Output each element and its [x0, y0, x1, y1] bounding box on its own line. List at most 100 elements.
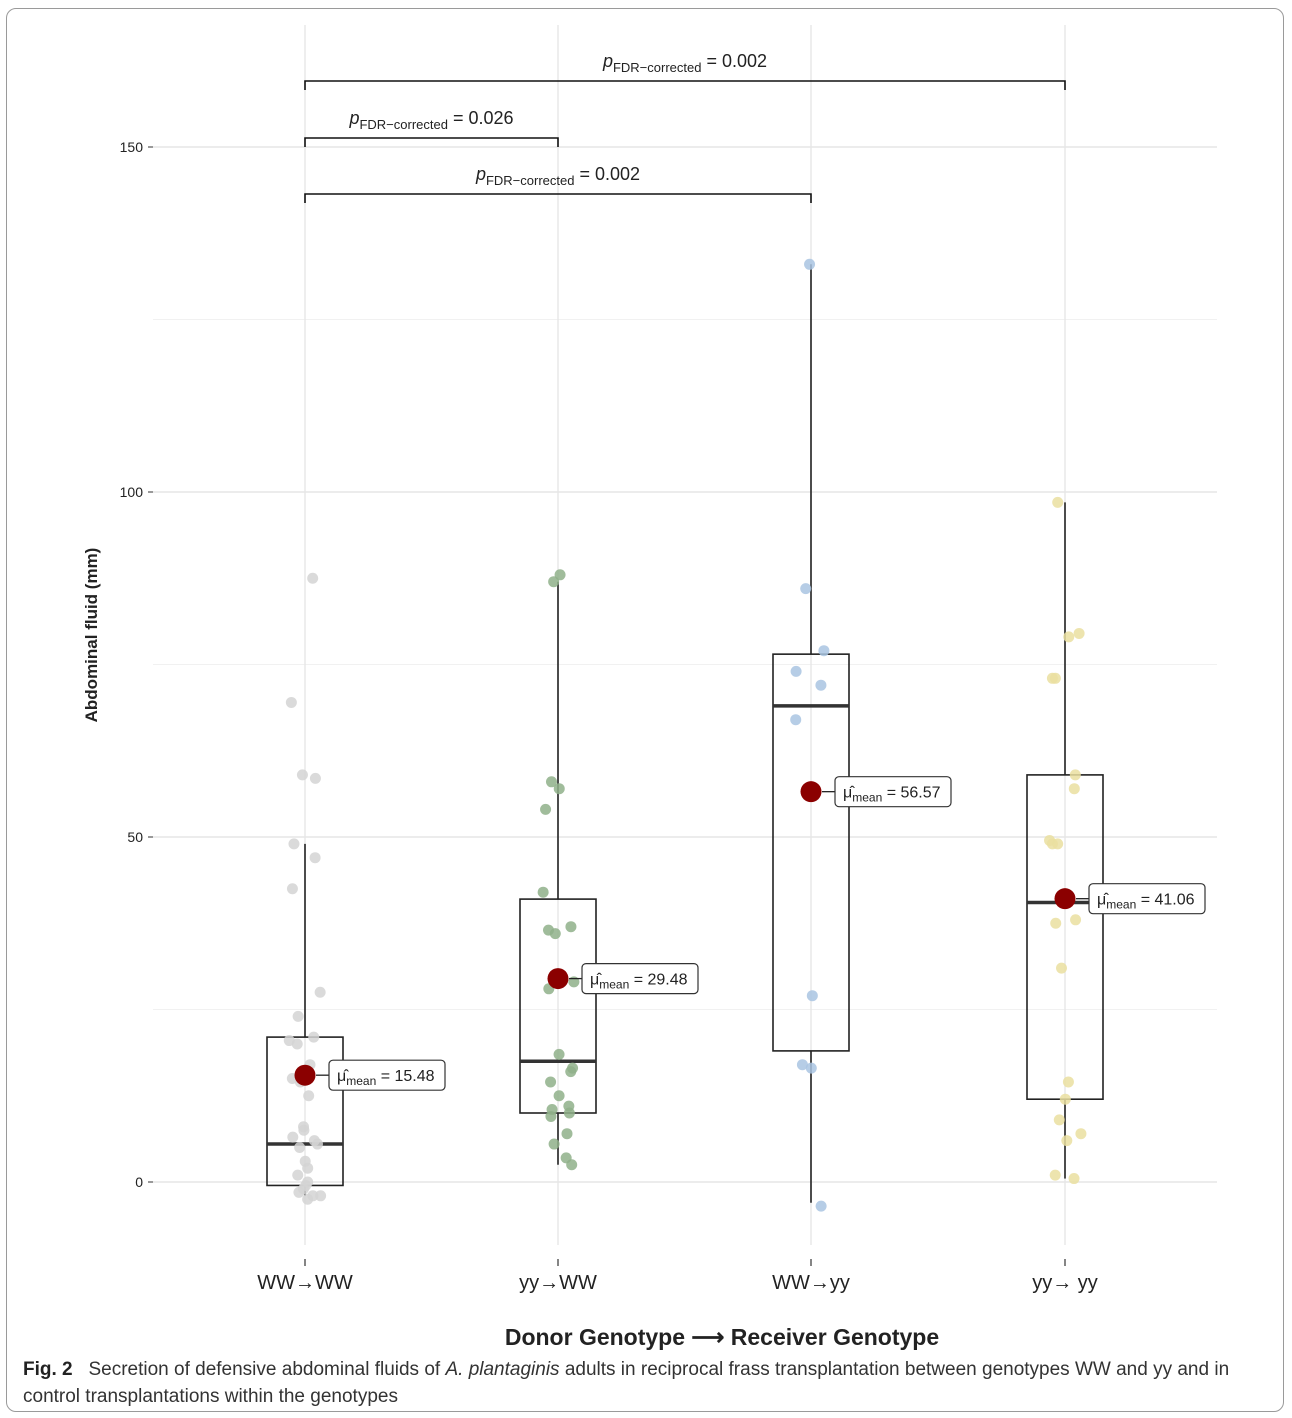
- data-point: [287, 1131, 299, 1143]
- mean-point: [294, 1064, 316, 1086]
- data-point: [1069, 769, 1081, 781]
- data-point: [1052, 838, 1064, 850]
- data-point: [292, 1169, 304, 1181]
- data-point: [315, 1190, 327, 1202]
- data-point: [303, 1090, 315, 1102]
- data-point: [309, 772, 321, 784]
- mean-label-box: [834, 776, 952, 808]
- data-point: [566, 1159, 578, 1171]
- significance-label: pFDR−corrected = 0.026: [348, 108, 513, 132]
- data-point: [805, 1062, 817, 1074]
- data-point: [314, 986, 326, 998]
- mean-label-text: μ̂mean = 56.57: [843, 785, 941, 805]
- significance-label: pFDR−corrected = 0.002: [475, 164, 640, 188]
- data-point: [1053, 1114, 1065, 1126]
- mean-point: [800, 781, 822, 803]
- y-tick-label: 0: [135, 1174, 143, 1190]
- caption-text-before: Secretion of defensive abdominal fluids …: [88, 1359, 446, 1380]
- data-point: [818, 645, 830, 657]
- y-tick-label: 50: [127, 829, 143, 845]
- data-point: [293, 1186, 305, 1198]
- data-point: [790, 714, 802, 726]
- figure-frame: [6, 8, 1284, 1412]
- x-tick-label: yy→WW: [519, 1272, 597, 1294]
- caption-text-after: adults in reciprocal frass transplantati…: [23, 1359, 1230, 1407]
- data-point: [1068, 1173, 1080, 1185]
- data-point: [815, 679, 827, 691]
- data-point: [1068, 783, 1080, 795]
- figure-label: Fig. 2: [23, 1359, 73, 1380]
- data-point: [790, 665, 802, 677]
- mean-label-box: [1088, 883, 1206, 915]
- data-point: [815, 1200, 827, 1212]
- data-point: [1049, 1169, 1061, 1181]
- data-point: [1070, 914, 1082, 926]
- data-point: [553, 1048, 565, 1060]
- data-point: [553, 1090, 565, 1102]
- data-point: [311, 1138, 323, 1150]
- data-point: [561, 1128, 573, 1140]
- data-point: [285, 696, 297, 708]
- data-point: [302, 1162, 314, 1174]
- y-tick-label: 150: [120, 139, 144, 155]
- data-point: [549, 928, 561, 940]
- data-point: [1052, 496, 1064, 508]
- data-point: [548, 1138, 560, 1150]
- data-point: [296, 769, 308, 781]
- data-point: [804, 258, 816, 270]
- mean-label-text: μ̂mean = 41.06: [1097, 892, 1195, 912]
- significance-bracket: [304, 193, 812, 203]
- data-point: [545, 1110, 557, 1122]
- data-point: [796, 1059, 808, 1071]
- y-tick-label: 100: [120, 484, 144, 500]
- data-point: [1062, 1076, 1074, 1088]
- x-tick-label: WW→WW: [257, 1272, 353, 1294]
- box: [772, 653, 850, 1052]
- data-point: [537, 886, 549, 898]
- data-point: [565, 921, 577, 933]
- data-point: [545, 776, 557, 788]
- mean-label-box: [328, 1059, 446, 1091]
- data-point: [309, 852, 321, 864]
- mean-point: [1054, 888, 1076, 910]
- data-point: [1075, 1128, 1087, 1140]
- data-point: [553, 783, 565, 795]
- data-point: [806, 990, 818, 1002]
- data-point: [554, 569, 566, 581]
- figure-caption: Fig. 2 Secretion of defensive abdominal …: [23, 1356, 1263, 1410]
- y-axis-label: Abdominal fluid (mm): [82, 548, 101, 723]
- data-point: [298, 1124, 310, 1136]
- mean-label-box: [581, 962, 699, 995]
- mean-label-text: μ̂mean = 29.48: [590, 972, 688, 992]
- data-point: [286, 883, 298, 895]
- data-point: [1073, 627, 1085, 639]
- data-point: [292, 1010, 304, 1022]
- data-point: [302, 1193, 314, 1205]
- data-point: [565, 1066, 577, 1078]
- caption-species: A. plantaginis: [445, 1359, 560, 1380]
- data-point: [1050, 917, 1062, 929]
- data-point: [540, 803, 552, 815]
- significance-label: pFDR−corrected = 0.002: [602, 51, 767, 75]
- significance-bracket: [304, 137, 559, 147]
- data-point: [548, 576, 560, 588]
- data-point: [1056, 962, 1068, 974]
- data-point: [800, 583, 812, 595]
- data-point: [563, 1107, 575, 1119]
- significance-bracket: [304, 80, 1066, 90]
- x-axis-label: Donor Genotype ⟶ Receiver Genotype: [505, 1324, 939, 1350]
- data-point: [545, 1076, 557, 1088]
- box-plot-chart: 0 50 100 150 Abdominal fluid (mm) WW→WW yy→WW W…: [82, 25, 1217, 1350]
- mean-label-text: μ̂mean = 15.48: [337, 1068, 435, 1088]
- data-point: [294, 1142, 306, 1153]
- data-point: [1059, 1093, 1071, 1105]
- data-point: [291, 1038, 303, 1050]
- box: [519, 898, 597, 1114]
- mean-point: [547, 968, 569, 990]
- x-tick-label: yy→ yy: [1032, 1272, 1098, 1294]
- x-tick-label: WW→yy: [772, 1272, 850, 1294]
- data-point: [288, 838, 300, 850]
- data-point: [1049, 672, 1061, 684]
- data-point: [1063, 631, 1075, 643]
- data-point: [307, 572, 319, 584]
